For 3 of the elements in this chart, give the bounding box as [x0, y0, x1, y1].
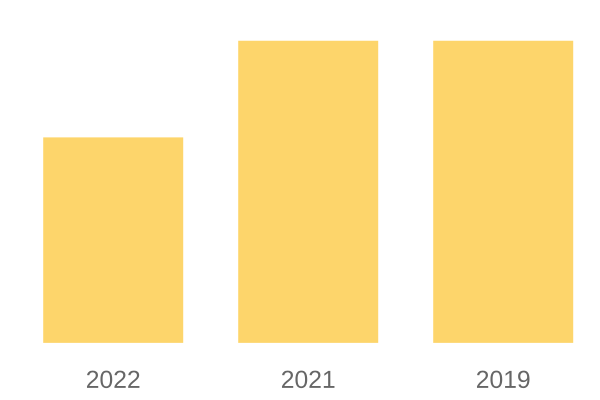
x-tick-label: 2022 [86, 370, 140, 388]
x-tick-label: 2021 [282, 370, 334, 388]
x-tick-label: 2019 [476, 370, 530, 388]
